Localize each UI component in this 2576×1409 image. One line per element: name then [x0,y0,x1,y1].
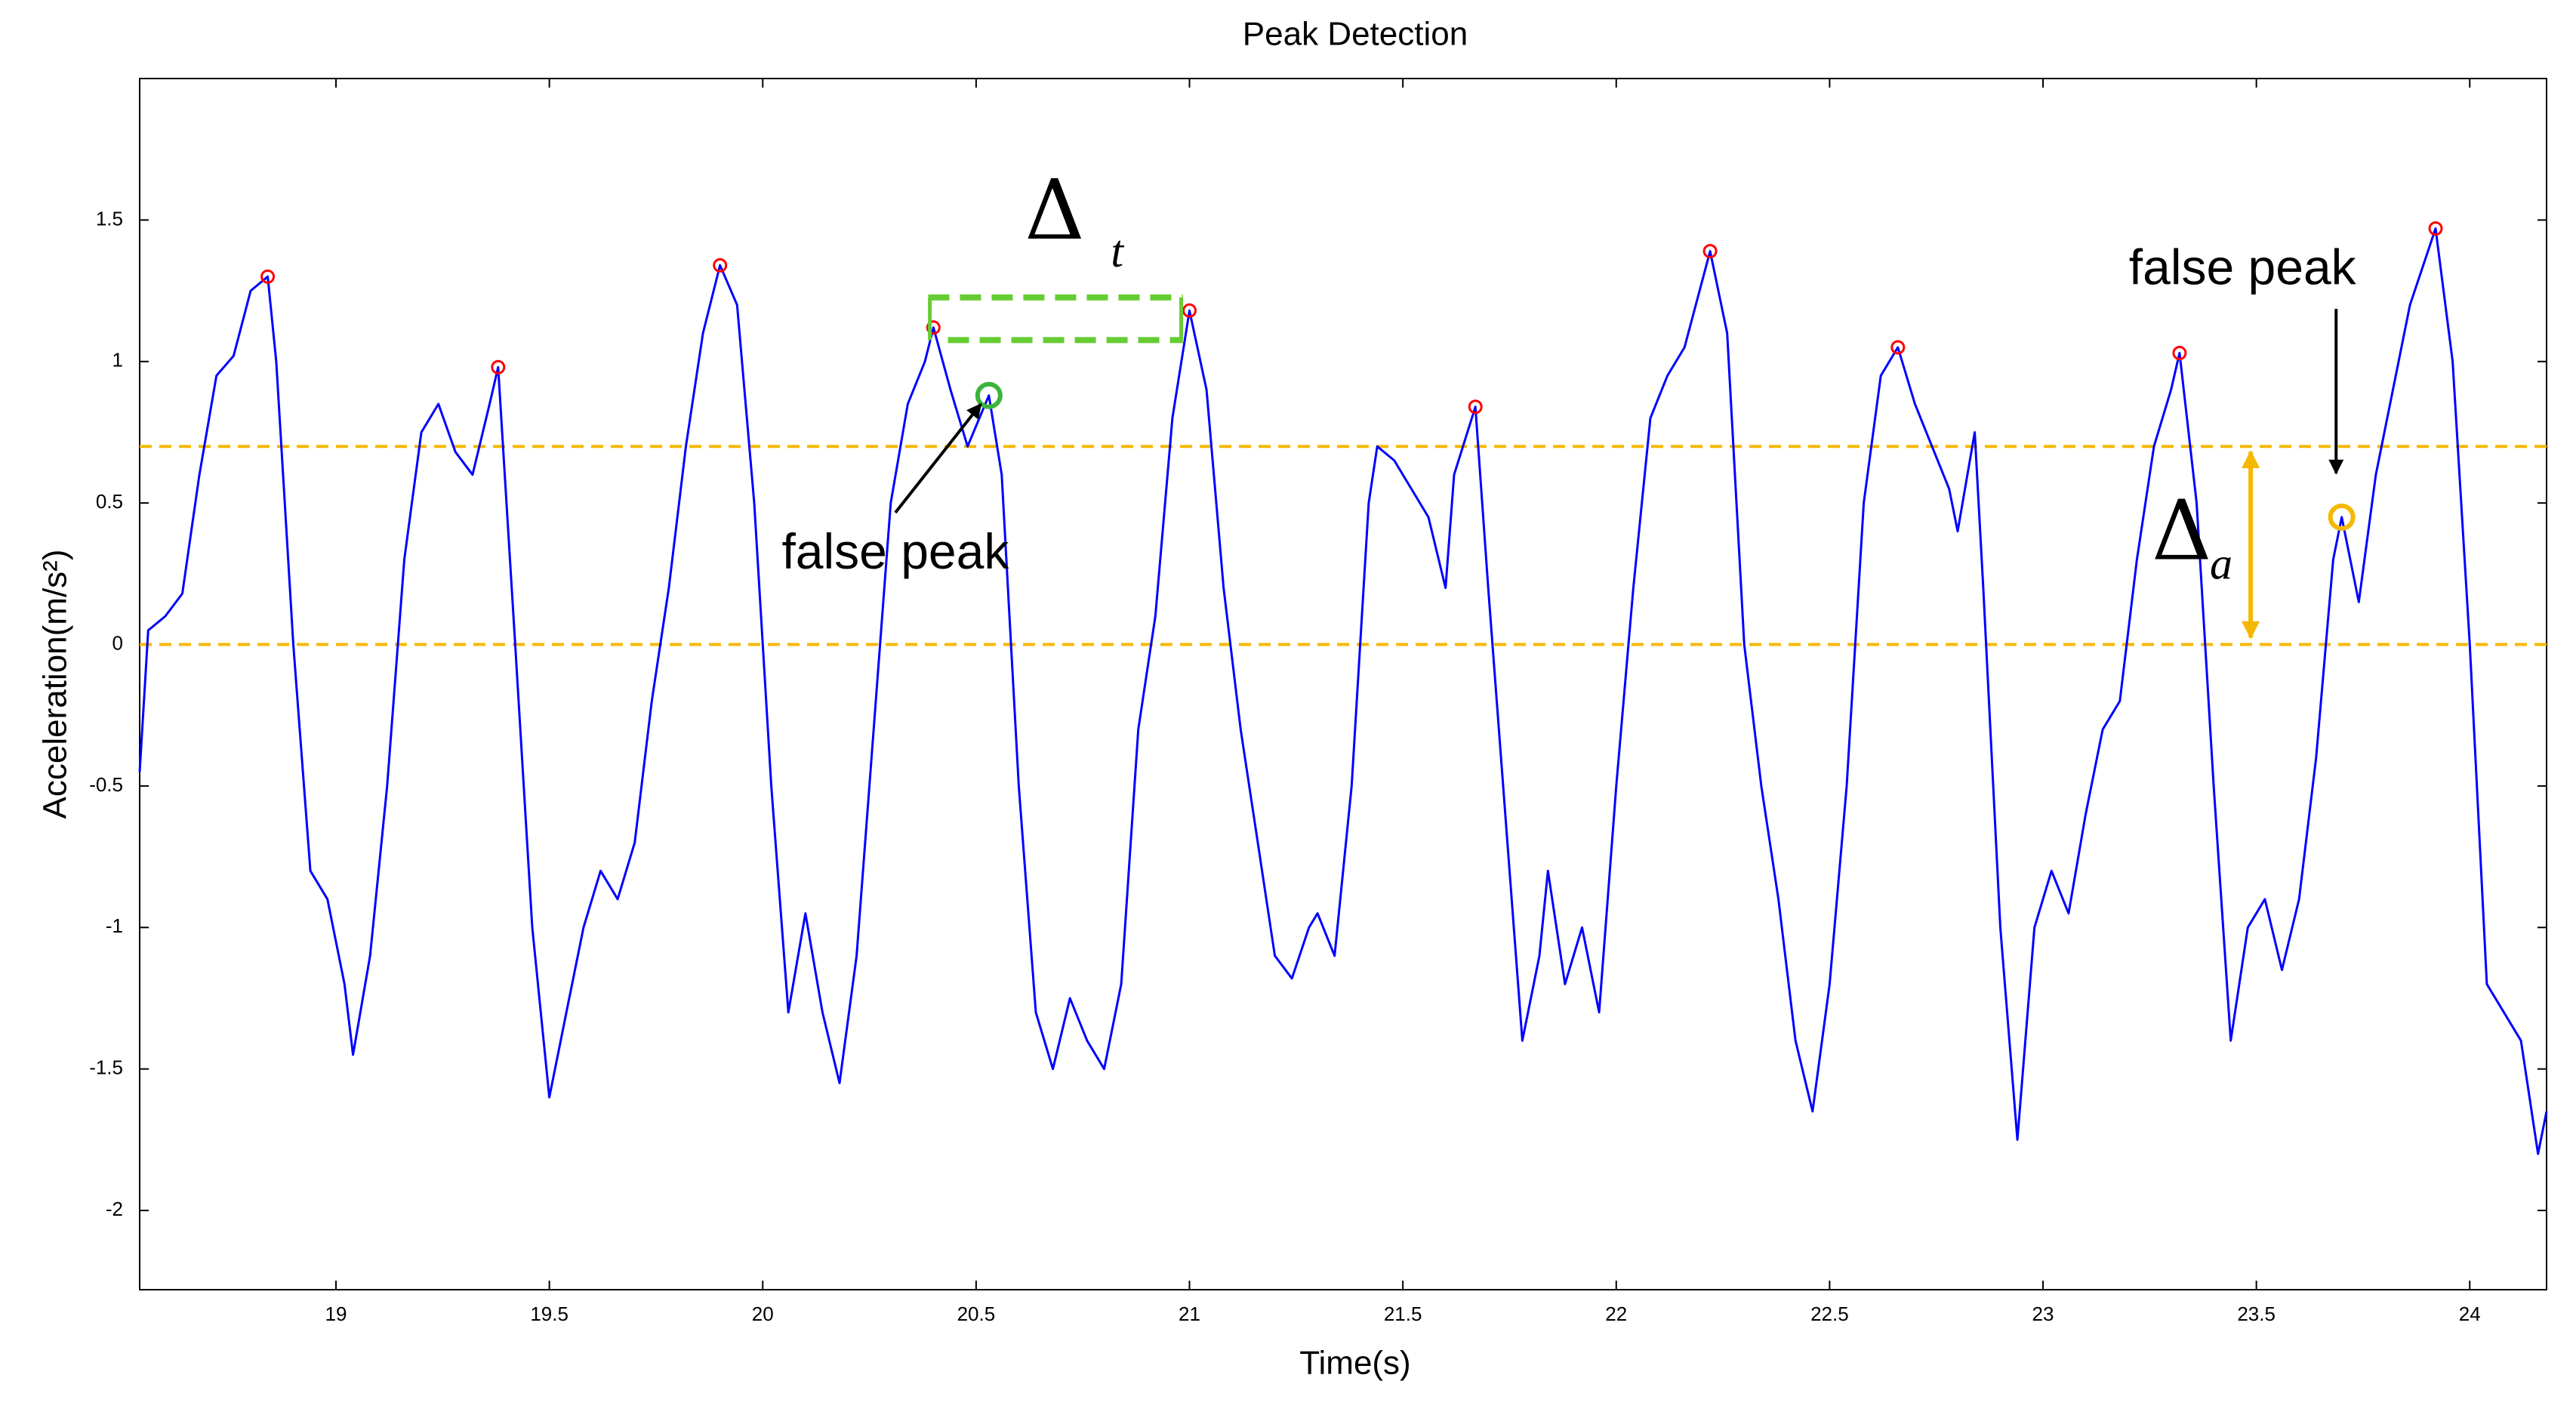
delta-symbol: Δ [2152,482,2211,578]
peak-marker [2172,346,2187,361]
x-tick-label: 21.5 [1384,1303,1422,1325]
peak-marker [491,359,506,375]
delta-subscript: t [1111,227,1124,276]
peak-marker [926,320,941,335]
annotation-arrow [894,402,982,514]
x-axis-label: Time(s) [1299,1345,1410,1382]
x-tick-label: 23.5 [2237,1303,2276,1325]
x-tick-label: 22 [1605,1303,1627,1325]
y-tick-label: 0 [112,631,123,654]
y-tick-label: -2 [106,1198,123,1220]
signal-line [138,227,2548,1155]
x-tick-label: 19 [325,1303,347,1325]
y-tick-label: -1.5 [89,1056,123,1079]
plot-frame [139,78,2547,1290]
peak-marker [713,257,728,273]
peak-marker [1890,340,1906,355]
peak-marker [1468,399,1483,415]
y-tick-label: -1 [106,914,123,937]
peak-marker [1702,244,1718,259]
x-tick-label: 22.5 [1810,1303,1849,1325]
x-tick-label: 19.5 [530,1303,569,1325]
delta-symbol: Δ [1025,162,1084,258]
delta-subscript: a [2210,539,2232,589]
x-tick-label: 20 [752,1303,774,1325]
y-tick-label: 0.5 [96,490,123,513]
peak-marker [2428,221,2443,236]
y-tick-label: 1 [112,349,123,372]
x-tick-label: 20.5 [957,1303,996,1325]
annotation: false peak [2129,239,2357,294]
x-tick-label: 24 [2459,1303,2481,1325]
peak-marker [1182,303,1197,318]
false-peak-marker [975,381,1003,409]
y-tick-label: -0.5 [89,773,123,796]
y-tick-label: 1.5 [96,207,123,230]
false-peak-marker [2328,503,2356,531]
x-tick-label: 21 [1179,1303,1200,1325]
x-tick-label: 23 [2032,1303,2054,1325]
peak-marker [260,269,276,284]
chart-title: Peak Detection [1243,16,1468,53]
y-axis-label: Acceleration(m/s²) [37,550,74,819]
annotation: false peak [781,523,1009,579]
